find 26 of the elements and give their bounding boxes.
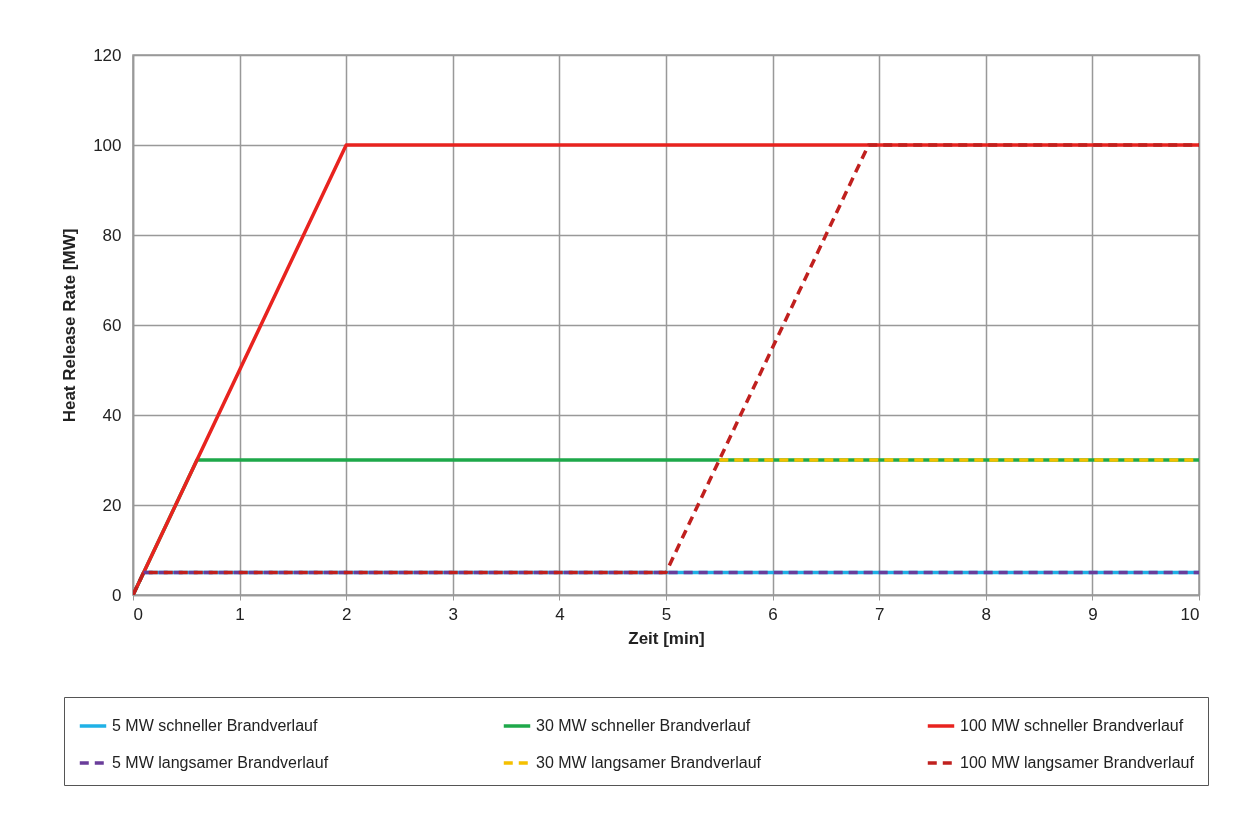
x-tick-label: 0 <box>133 604 143 624</box>
y-tick-label: 0 <box>112 585 122 605</box>
y-tick-label: 120 <box>93 45 122 65</box>
x-tick-label: 3 <box>448 604 459 624</box>
legend-label: 100 MW schneller Brandverlauf <box>960 717 1184 734</box>
x-tick-label: 7 <box>874 604 885 624</box>
y-tick-label: 40 <box>102 405 122 425</box>
x-tick-label: 9 <box>1088 604 1098 624</box>
x-axis-title: Zeit [min] <box>628 628 705 648</box>
y-tick-label: 60 <box>102 315 122 335</box>
x-tick-label: 4 <box>555 604 565 624</box>
legend-label: 30 MW schneller Brandverlauf <box>536 717 751 734</box>
x-tick-label: 1 <box>235 604 245 624</box>
x-tick-label: 2 <box>341 604 352 624</box>
y-tick-label: 80 <box>102 225 122 245</box>
legend-label: 5 MW schneller Brandverlauf <box>112 717 318 734</box>
x-tick-label: 6 <box>768 604 778 624</box>
x-tick-label: 5 <box>661 604 672 624</box>
legend-label: 30 MW langsamer Brandverlauf <box>536 754 762 771</box>
legend-label: 100 MW langsamer Brandverlauf <box>960 754 1195 771</box>
y-tick-label: 20 <box>102 495 122 515</box>
y-tick-label: 100 <box>93 135 122 155</box>
legend-label: 5 MW langsamer Brandverlauf <box>112 754 329 771</box>
y-axis-title: Heat Release Rate [MW] <box>60 228 80 423</box>
x-tick-label: 10 <box>1180 604 1200 624</box>
x-tick-label: 8 <box>981 604 992 624</box>
